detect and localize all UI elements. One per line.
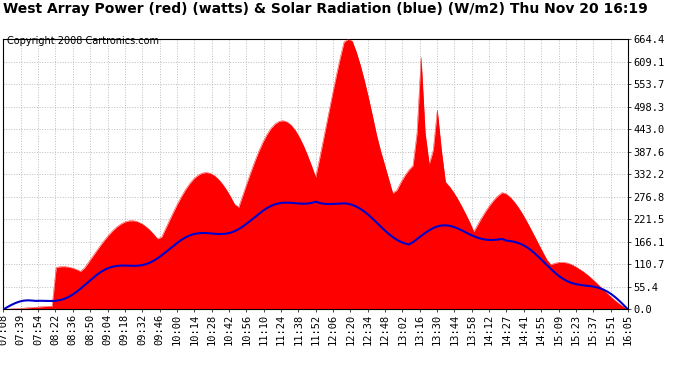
Text: West Array Power (red) (watts) & Solar Radiation (blue) (W/m2) Thu Nov 20 16:19: West Array Power (red) (watts) & Solar R… bbox=[3, 2, 648, 16]
Text: Copyright 2008 Cartronics.com: Copyright 2008 Cartronics.com bbox=[7, 36, 159, 46]
